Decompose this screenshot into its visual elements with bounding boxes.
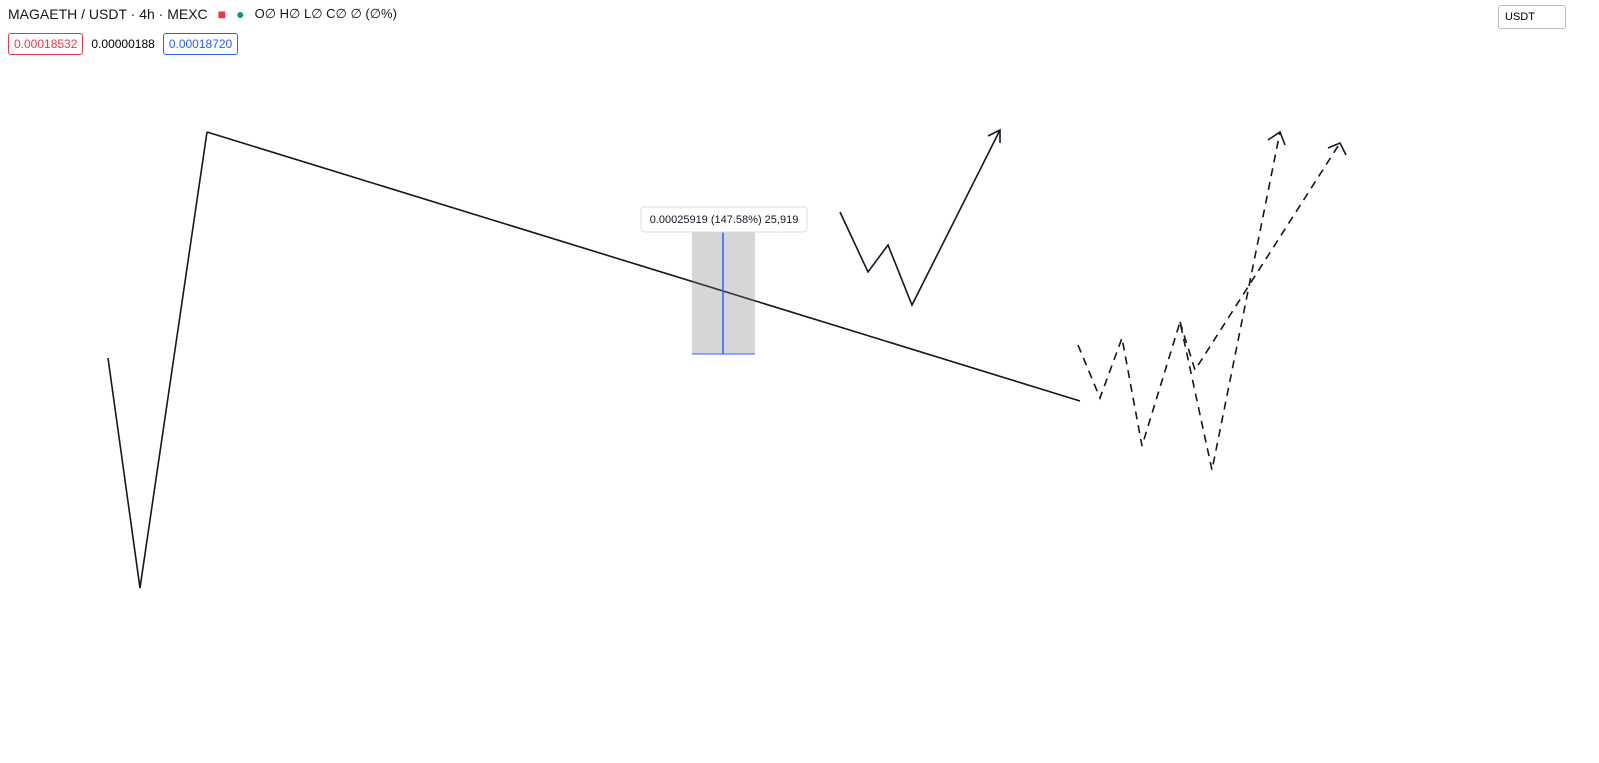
measure-label: 0.00025919 (147.58%) 25,919 [650, 214, 799, 226]
ask-button[interactable]: 0.00018720 [162, 33, 239, 55]
projection [1179, 142, 1341, 372]
trend-line [206, 131, 1081, 402]
status-dot: ● [236, 6, 245, 22]
drawings [107, 128, 1347, 589]
header: MAGAETH / USDT · 4h · MEXC ■ ● O∅ H∅ L∅ … [8, 6, 397, 22]
ohlc: O∅ H∅ L∅ C∅ ∅ (∅%) [254, 6, 397, 21]
trend-line [107, 131, 208, 589]
projection [1077, 131, 1281, 471]
measure-label-box [640, 206, 808, 233]
measure-tool: 0.00025919 (147.58%) 25,919 [640, 206, 808, 355]
spread: 0.00000188 [91, 37, 155, 51]
bid-button[interactable]: 0.00018532 [8, 33, 84, 55]
symbol: MAGAETH / USDT · 4h · MEXC [8, 6, 208, 22]
flag: ■ [217, 6, 227, 22]
arrow-head [1327, 141, 1347, 156]
price-axis [1495, 0, 1599, 763]
arrow-head [987, 128, 1001, 143]
arrow-head [1267, 130, 1286, 146]
path-arrow [839, 129, 1001, 307]
quote-boxes: 0.00018532 0.00000188 0.00018720 [8, 33, 239, 55]
currency-selector[interactable]: USDT [1498, 5, 1566, 29]
